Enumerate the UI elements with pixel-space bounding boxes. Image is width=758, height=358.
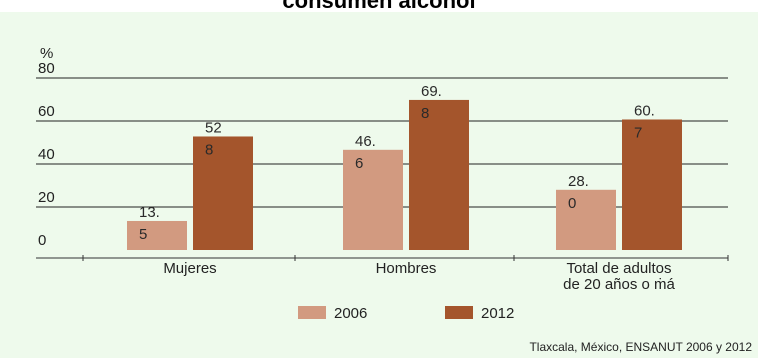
legend-label: 2006 <box>334 305 367 322</box>
category-label: de 20 años o ṁá <box>563 276 675 293</box>
data-label: 46. <box>355 133 376 150</box>
data-label: 69. <box>421 83 442 100</box>
category-label: Hombres <box>376 260 437 277</box>
bar-2006 <box>343 149 403 250</box>
legend-swatch-2012 <box>445 306 473 319</box>
data-label: 7 <box>634 124 642 141</box>
data-label: 8 <box>421 105 429 122</box>
data-label: 28. <box>568 173 589 190</box>
legend-swatch-2006 <box>298 306 326 319</box>
data-label: 60. <box>634 102 655 119</box>
bar-2006 <box>556 189 616 250</box>
data-label: 5 <box>139 226 147 243</box>
chart-title: consumen alcohol <box>282 0 476 13</box>
y-tick-label: 40 <box>38 146 55 163</box>
data-label: 52 <box>205 119 222 136</box>
y-tick-label: 80 <box>38 60 55 77</box>
y-axis-label: % <box>40 45 53 62</box>
bar-2012 <box>622 119 682 251</box>
legend-label: 2012 <box>481 305 514 322</box>
data-label: 6 <box>355 155 363 172</box>
title-bar: consumen alcohol <box>0 0 758 13</box>
category-label: Total de adultos <box>566 260 671 277</box>
y-tick-label: 0 <box>38 232 46 249</box>
data-label: 0 <box>568 195 576 212</box>
data-label: 8 <box>205 141 213 158</box>
category-label: Mujeres <box>163 260 216 277</box>
bar-2012 <box>193 136 253 250</box>
data-label: 13. <box>139 204 160 221</box>
bar-2006 <box>127 220 187 250</box>
y-tick-label: 20 <box>38 189 55 206</box>
source-note: Tlaxcala, México, ENSANUT 2006 y 2012 <box>529 340 752 354</box>
bar-2012 <box>409 99 469 251</box>
y-tick-label: 60 <box>38 103 55 120</box>
